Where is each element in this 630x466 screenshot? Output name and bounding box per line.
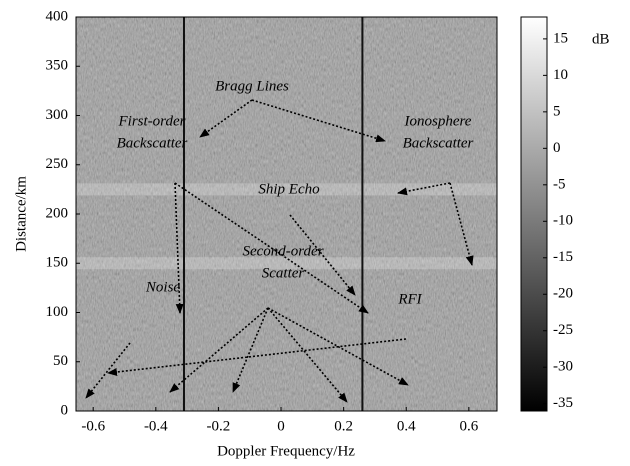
annotation-arrow xyxy=(232,307,269,393)
heatmap-image xyxy=(76,17,497,411)
y-tick-label: 50 xyxy=(53,353,68,369)
x-tick-label: 0.4 xyxy=(397,418,416,434)
annotation-arrow xyxy=(174,182,184,314)
y-tick-label: 350 xyxy=(46,58,69,74)
annotation: First-order xyxy=(118,113,186,129)
heatmap-noise xyxy=(76,17,497,411)
annotation-arrow xyxy=(174,182,369,314)
annotation: Ship Echo xyxy=(258,181,320,197)
colorbar-tick-label: -15 xyxy=(553,249,573,265)
colorbar-tick-label: -5 xyxy=(553,176,566,192)
y-tick-label: 150 xyxy=(46,255,69,271)
x-tick-label: -0.6 xyxy=(81,418,105,434)
annotation-arrow xyxy=(169,307,269,393)
y-tick-label: 0 xyxy=(61,402,69,418)
colorbar-tick-label: -30 xyxy=(553,359,573,375)
annotation-arrow xyxy=(107,338,407,376)
annotation-arrow xyxy=(267,307,348,403)
y-tick-label: 200 xyxy=(46,205,69,221)
annotation-arrow xyxy=(289,214,356,296)
annotation: RFI xyxy=(397,291,422,307)
x-tick-label: -0.2 xyxy=(207,418,231,434)
colorbar-tick-label: 5 xyxy=(553,103,561,119)
annotation: Backscatter xyxy=(117,135,188,151)
x-tick-label: -0.4 xyxy=(144,418,168,434)
colorbar-tick-label: -20 xyxy=(553,286,573,302)
annotation: Second-order xyxy=(242,243,323,259)
annotation: Noise xyxy=(145,279,181,295)
y-tick-label: 250 xyxy=(46,156,69,172)
x-tick-label: 0 xyxy=(277,418,285,434)
colorbar-tick-label: -25 xyxy=(553,322,573,338)
y-axis-label: Distance/km xyxy=(13,176,29,252)
x-tick-label: 0.2 xyxy=(334,418,353,434)
y-tick-label: 100 xyxy=(46,304,69,320)
y-tick-label: 300 xyxy=(46,107,69,123)
y-tick-label: 400 xyxy=(46,8,69,24)
annotation-arrow xyxy=(199,99,253,138)
bright-band xyxy=(76,183,497,196)
annotation: Backscatter xyxy=(403,135,474,151)
annotation-arrow xyxy=(397,182,451,196)
annotation-arrow xyxy=(267,307,409,386)
annotation: Scatter xyxy=(262,265,305,281)
colorbar-tick-label: 0 xyxy=(553,140,561,156)
x-tick-label: 0.6 xyxy=(459,418,478,434)
colorbar-tick-label: -35 xyxy=(553,395,573,411)
colorbar-tick-label: 15 xyxy=(553,30,568,46)
bright-band xyxy=(76,257,497,270)
x-axis-label: Doppler Frequency/Hz xyxy=(217,443,355,459)
colorbar-tick-label: -10 xyxy=(553,213,573,229)
annotation: Ionosphere xyxy=(404,113,472,129)
annotation-arrow xyxy=(251,99,386,143)
annotation: Bragg Lines xyxy=(215,78,289,94)
colorbar xyxy=(520,16,548,412)
colorbar-label: dB xyxy=(592,31,610,47)
colorbar-tick-label: 10 xyxy=(553,67,568,83)
